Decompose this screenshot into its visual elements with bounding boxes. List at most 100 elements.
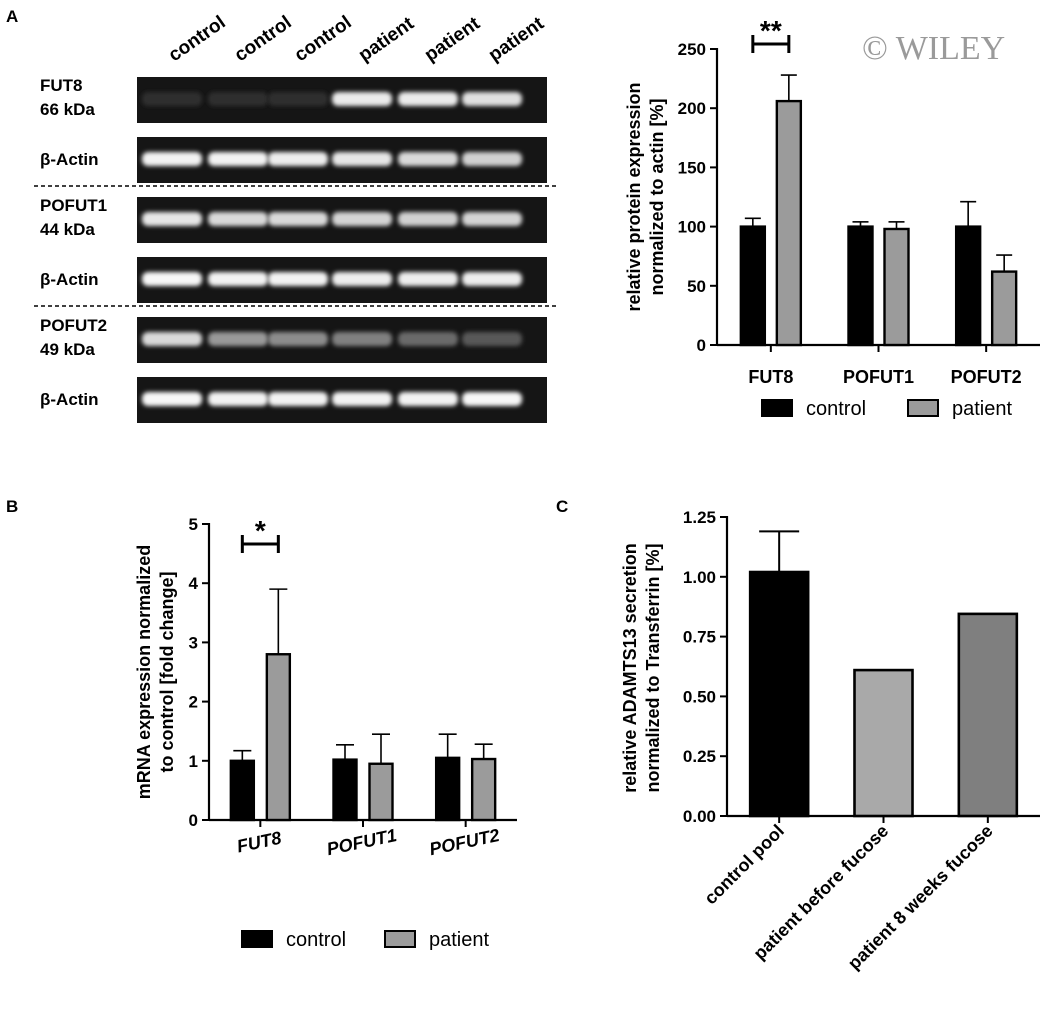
blot-row-size: 44 kDa [40, 220, 95, 239]
y-axis-label: mRNA expression normalized [134, 545, 154, 799]
bar-patient [265, 653, 292, 822]
blot-band [332, 272, 392, 286]
y-tick-label: 0.25 [683, 747, 716, 766]
bar-control [229, 759, 256, 822]
y-axis-label: to control [fold change] [157, 572, 177, 773]
legend-swatch-patient [907, 399, 939, 417]
blot-row-label: β-Actin [40, 390, 99, 409]
blot-band [398, 272, 458, 286]
blot-band [462, 152, 522, 166]
blot-band [398, 152, 458, 166]
legend-swatch-control [761, 399, 793, 417]
blot-band [462, 332, 522, 346]
blot-band [398, 212, 458, 226]
y-tick-label: 0.00 [683, 807, 716, 826]
bar-control [739, 225, 767, 347]
blot-band [332, 332, 392, 346]
bar-patient [990, 270, 1018, 347]
bar-patient [883, 227, 910, 347]
significance-label: * [255, 515, 266, 546]
blot-band [142, 272, 202, 286]
lane-label: patient [485, 13, 549, 66]
y-tick-label: 0.75 [683, 628, 716, 647]
bar-patient [775, 99, 803, 347]
legend-label-control: control [806, 398, 866, 420]
blot-row-size: 66 kDa [40, 100, 95, 119]
blot-band [332, 92, 392, 106]
blot-band [462, 212, 522, 226]
bar-control [434, 756, 461, 822]
y-tick-label: 2 [189, 693, 198, 712]
x-tick-label: FUT8 [235, 828, 283, 857]
blot-band [268, 272, 328, 286]
lane-label: control [231, 12, 296, 66]
blot-band [268, 332, 328, 346]
panel-label-a: A [6, 7, 18, 26]
legend-swatch-patient [384, 930, 416, 948]
lane-label: control [291, 12, 356, 66]
y-axis-label: relative protein expression [624, 82, 644, 311]
lane-label: control [165, 12, 230, 66]
y-tick-label: 3 [189, 633, 198, 652]
blot-band [462, 92, 522, 106]
blot-row-label: β-Actin [40, 150, 99, 169]
bar-control [954, 225, 982, 347]
legend-label-control: control [286, 929, 346, 951]
y-tick-label: 0.50 [683, 687, 716, 706]
x-tick-label: control pool [700, 821, 788, 909]
blot-band [208, 332, 268, 346]
lane-label: patient [421, 13, 485, 66]
x-tick-label: POFUT1 [325, 825, 399, 859]
blot-band [462, 272, 522, 286]
blot-band [398, 332, 458, 346]
blot-row-label: FUT8 [40, 76, 83, 95]
blot-band [268, 92, 328, 106]
x-tick-label: POFUT1 [843, 367, 914, 387]
blot-band [398, 92, 458, 106]
y-tick-label: 1.00 [683, 568, 716, 587]
blot-band [208, 212, 268, 226]
bar-patient [368, 762, 394, 822]
blot-row-size: 49 kDa [40, 340, 95, 359]
blot-band [332, 212, 392, 226]
panel-label-b: B [6, 497, 18, 516]
x-tick-label: FUT8 [748, 367, 793, 387]
y-tick-label: 0 [189, 811, 198, 830]
blot-band [142, 392, 202, 406]
blot-band [142, 212, 202, 226]
chart-a: 0 50 100 150 200 250 relative protein expressi… [624, 15, 1040, 420]
panel-label-c: C [556, 497, 568, 516]
y-tick-label: 50 [687, 277, 706, 296]
y-axis-label: relative ADAMTS13 secretion [620, 543, 640, 792]
blot-band [208, 392, 268, 406]
legend-swatch-control [241, 930, 273, 948]
blot-band [332, 152, 392, 166]
legend-label-patient: patient [952, 398, 1012, 420]
blot-row-label: β-Actin [40, 270, 99, 289]
bar [853, 668, 914, 818]
bar-control [847, 225, 874, 347]
x-tick-label: POFUT2 [951, 367, 1022, 387]
lane-label: patient [355, 13, 419, 66]
chart-c: 0.00 0.25 0.50 0.75 1.00 1.25 relative ADAMTS1… [620, 508, 1040, 973]
blot-band [462, 392, 522, 406]
y-tick-label: 100 [678, 218, 706, 237]
y-tick-label: 5 [189, 515, 198, 534]
bar-control [332, 758, 358, 822]
blot-band [208, 272, 268, 286]
bar-patient [470, 757, 497, 822]
blot-band [142, 92, 202, 106]
watermark: © WILEY [862, 30, 1005, 67]
blot-band [268, 392, 328, 406]
legend-label-patient: patient [429, 929, 489, 951]
blot-band [268, 152, 328, 166]
blot-band [142, 152, 202, 166]
blot-band [208, 152, 268, 166]
blot-row-label: POFUT1 [40, 196, 107, 215]
blot-band [268, 212, 328, 226]
blot-band [398, 392, 458, 406]
y-tick-label: 4 [189, 574, 199, 593]
chart-b: 0 1 2 3 4 5 mRNA expression normalized to contr… [134, 515, 517, 951]
y-tick-label: 150 [678, 158, 706, 177]
